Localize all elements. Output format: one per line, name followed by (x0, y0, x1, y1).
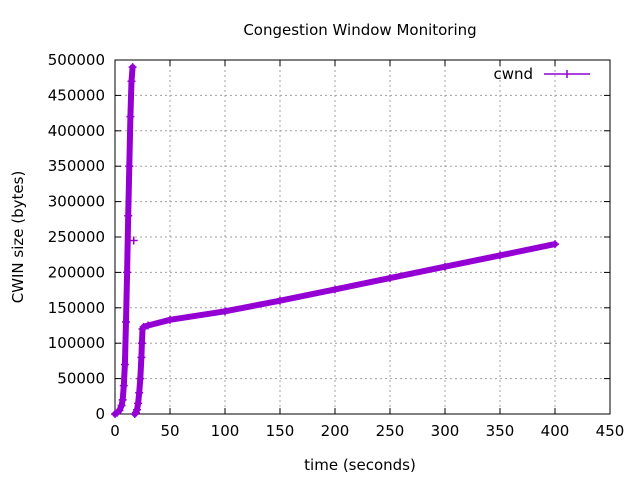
y-tick-label: 100000 (48, 334, 105, 352)
data-point (331, 285, 339, 294)
data-point (130, 410, 139, 418)
data-point (119, 381, 128, 390)
data-point (386, 274, 394, 283)
y-axis-title: CWIN size (bytes) (9, 171, 27, 304)
data-point (166, 315, 174, 324)
x-tick-label: 0 (110, 422, 120, 440)
series-line-cwnd-segment-1 (131, 241, 558, 417)
y-tick-label: 350000 (48, 157, 105, 175)
y-tick-label: 400000 (48, 122, 105, 140)
data-point (134, 399, 143, 408)
data-point (137, 339, 146, 348)
x-tick-label: 400 (541, 422, 570, 440)
ticks: 0 50 100 150 200 250 300 350 400 450 0 50000 100000 1… (48, 51, 625, 440)
data-point (137, 353, 146, 362)
isolated-data-point (129, 236, 138, 245)
y-tick-label: 250000 (48, 228, 105, 246)
data-point (117, 401, 126, 410)
chart-title: Congestion Window Monitoring (243, 21, 476, 39)
x-tick-label: 250 (376, 422, 405, 440)
x-tick-label: 200 (321, 422, 350, 440)
x-tick-label: 150 (266, 422, 295, 440)
data-point (128, 63, 137, 72)
data-point (441, 262, 449, 271)
data-point (144, 321, 152, 330)
data-point (139, 322, 148, 331)
x-tick-label: 300 (431, 422, 460, 440)
data-point (496, 251, 504, 260)
data-point (136, 374, 145, 383)
y-tick-label: 150000 (48, 299, 105, 317)
legend-label-cwnd: cwnd (493, 65, 533, 83)
data-point (125, 162, 134, 171)
data-point (118, 395, 127, 404)
data-point (127, 77, 136, 86)
y-tick-label: 450000 (48, 86, 105, 104)
data-point (120, 360, 129, 369)
x-tick-label: 450 (596, 422, 625, 440)
legend: cwnd (493, 65, 590, 83)
x-axis-title: time (seconds) (304, 456, 416, 474)
data-point (122, 317, 130, 326)
y-tick-label: 0 (95, 405, 105, 423)
y-tick-label: 300000 (48, 193, 105, 211)
y-tick-label: 200000 (48, 263, 105, 281)
x-tick-label: 100 (211, 422, 240, 440)
data-point (551, 240, 559, 249)
x-tick-label: 350 (486, 422, 515, 440)
data-point (124, 211, 133, 220)
y-tick-label: 500000 (48, 51, 105, 69)
data-point (276, 296, 284, 305)
data-point (115, 406, 124, 415)
data-point (123, 268, 132, 277)
x-tick-label: 50 (160, 422, 179, 440)
data-point (133, 405, 141, 414)
y-tick-label: 50000 (57, 370, 105, 388)
data-point (221, 307, 229, 316)
series-layer (111, 63, 559, 418)
data-point (135, 388, 144, 397)
data-point (126, 112, 135, 121)
grid (115, 60, 610, 414)
